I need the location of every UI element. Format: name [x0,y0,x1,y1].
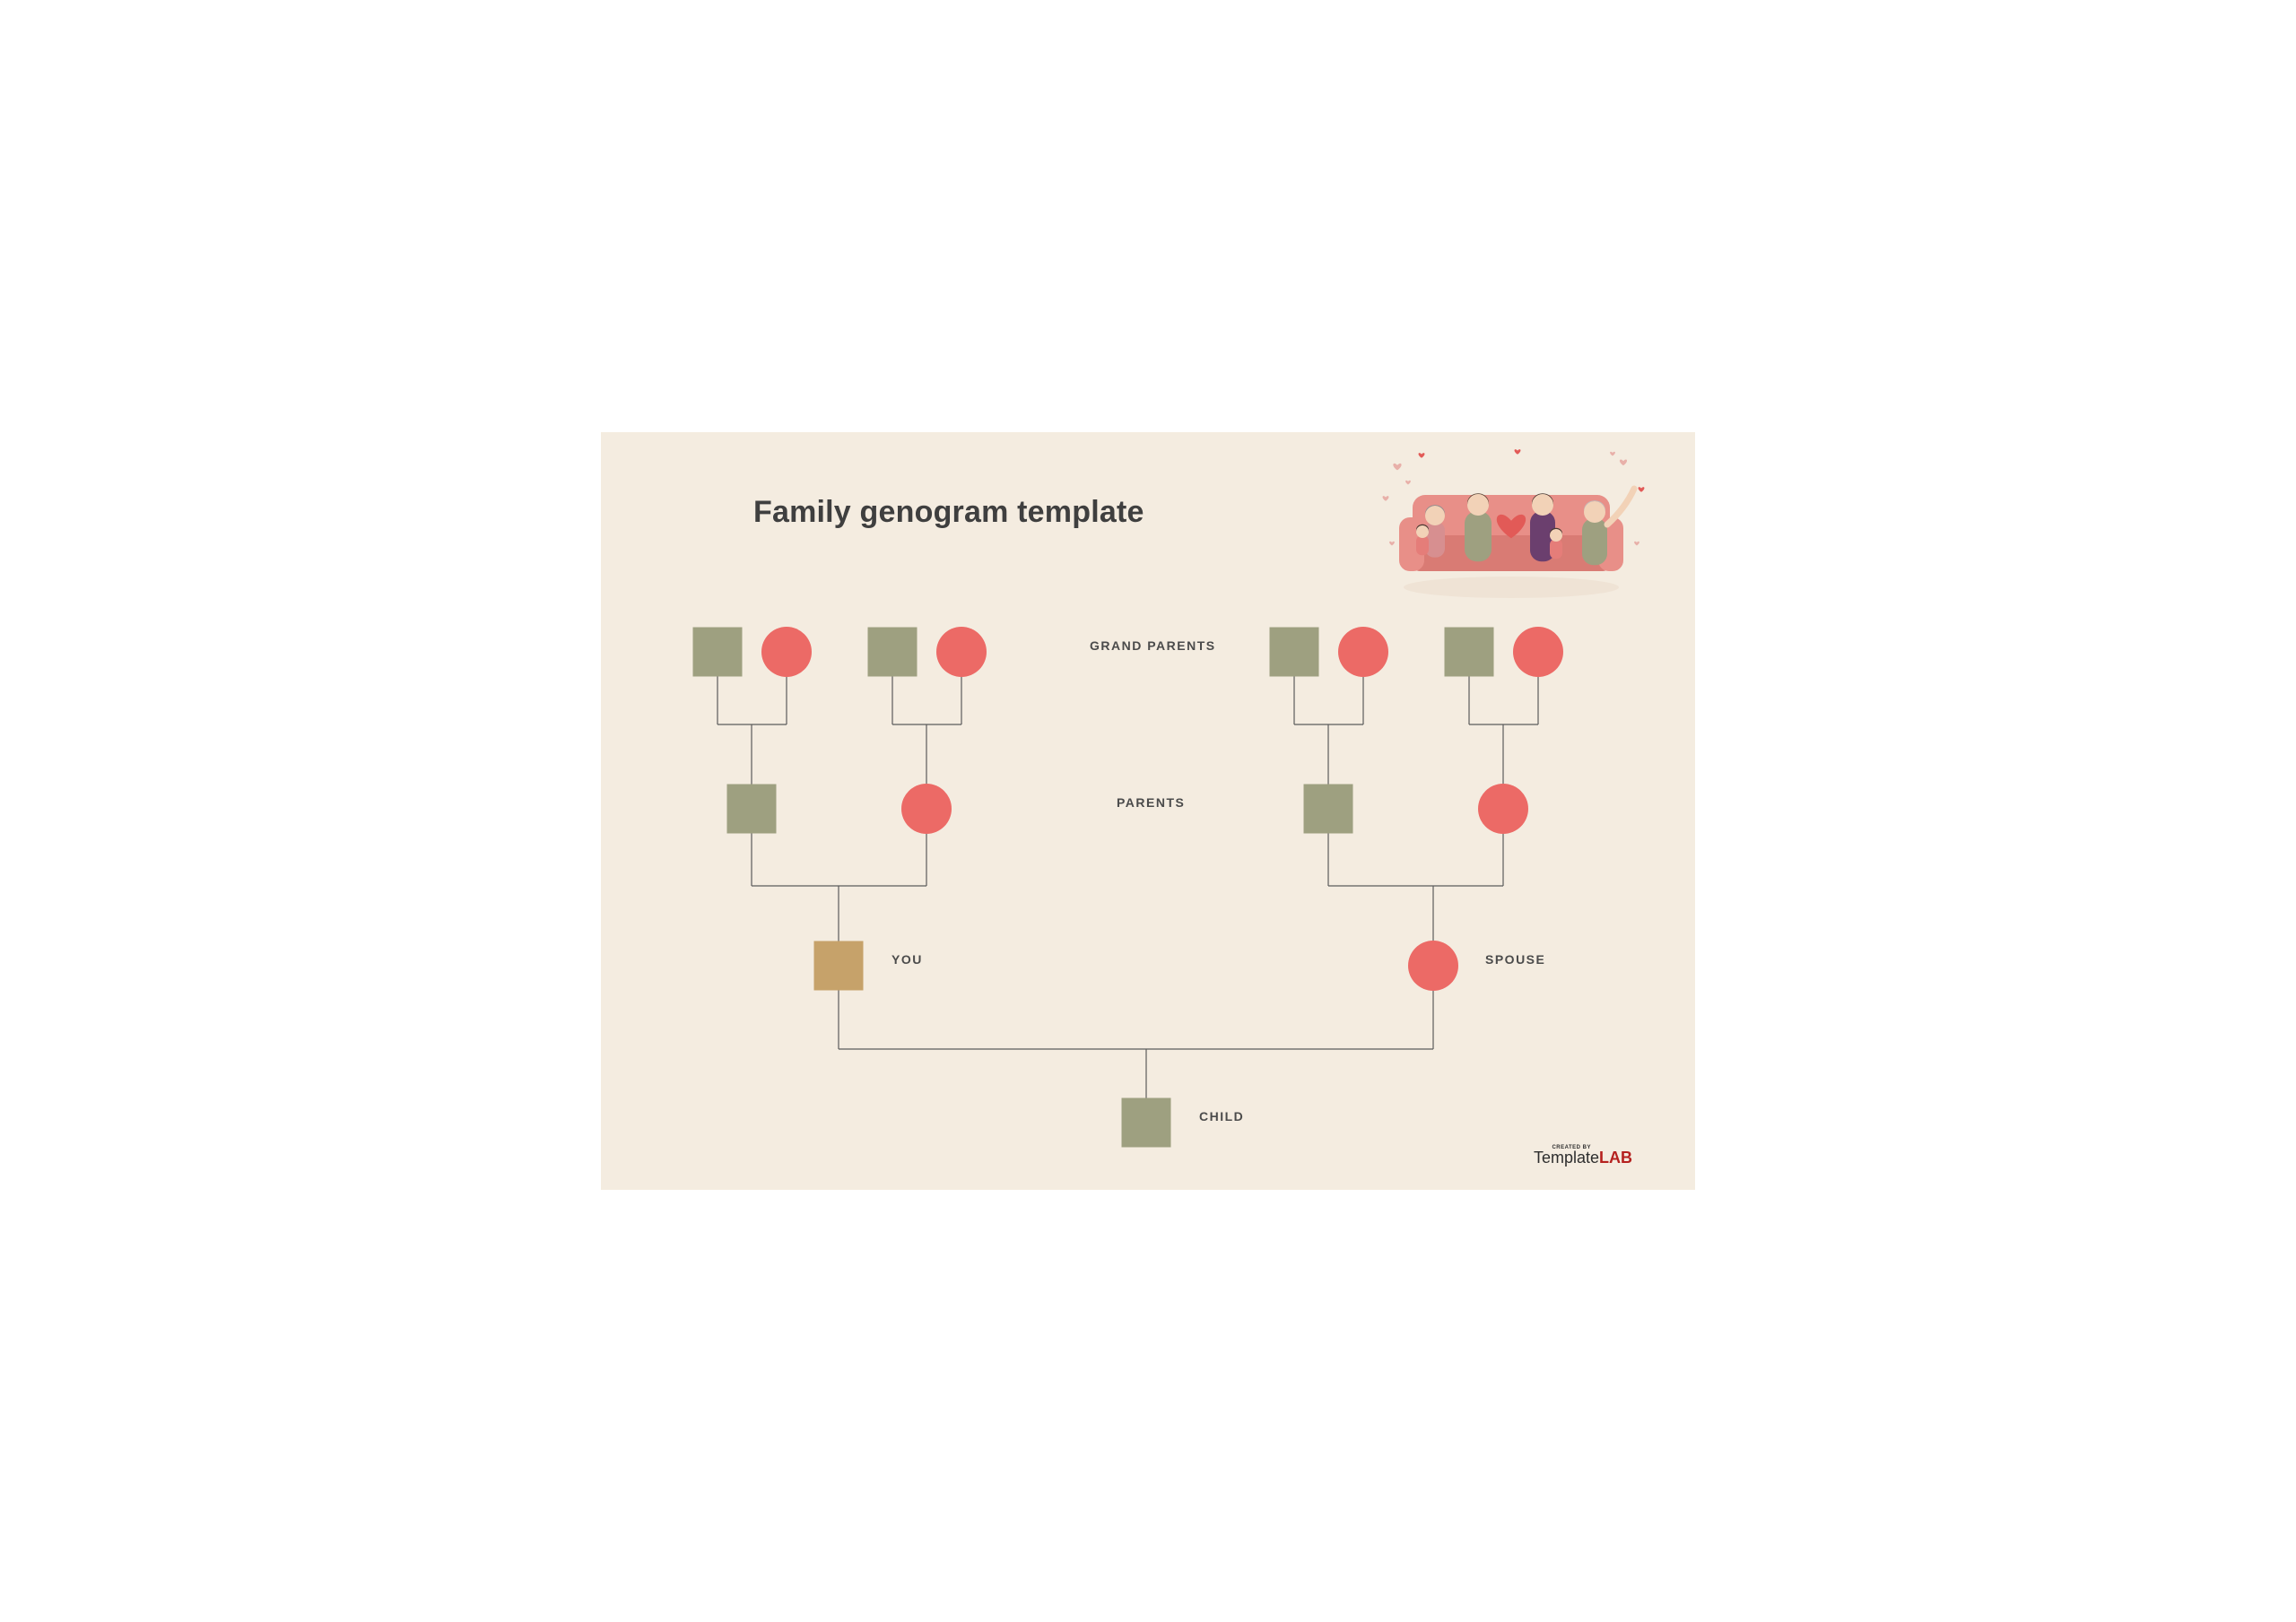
label-parents: PARENTS [1117,795,1185,810]
attribution-brand-prefix: Template [1534,1149,1599,1167]
attribution: CREATED BY TemplateLAB [1534,1145,1632,1167]
node-gp2f [936,627,987,677]
attribution-brand: TemplateLAB [1534,1149,1632,1167]
node-child [1122,1098,1171,1148]
node-gp4f [1513,627,1563,677]
node-you [814,941,864,991]
node-gp1f [761,627,812,677]
node-gp3m [1270,628,1319,677]
node-gp2m [868,628,918,677]
node-spouse [1408,941,1458,991]
page-title: Family genogram template [753,495,1144,530]
label-spouse: SPOUSE [1485,952,1545,967]
node-p1m [727,785,777,834]
node-gp4m [1445,628,1494,677]
label-grandparents: GRAND PARENTS [1090,638,1216,653]
node-p2f [1478,784,1528,834]
label-you: YOU [891,952,923,967]
node-gp3f [1338,627,1388,677]
node-gp1m [693,628,743,677]
node-p1f [901,784,952,834]
family-illustration [1372,446,1650,598]
page: Family genogram template GRAND PARENTS P… [574,405,1722,1217]
node-p2m [1304,785,1353,834]
attribution-brand-suffix: LAB [1599,1149,1632,1167]
label-child: CHILD [1199,1109,1244,1123]
canvas: Family genogram template GRAND PARENTS P… [601,432,1695,1190]
